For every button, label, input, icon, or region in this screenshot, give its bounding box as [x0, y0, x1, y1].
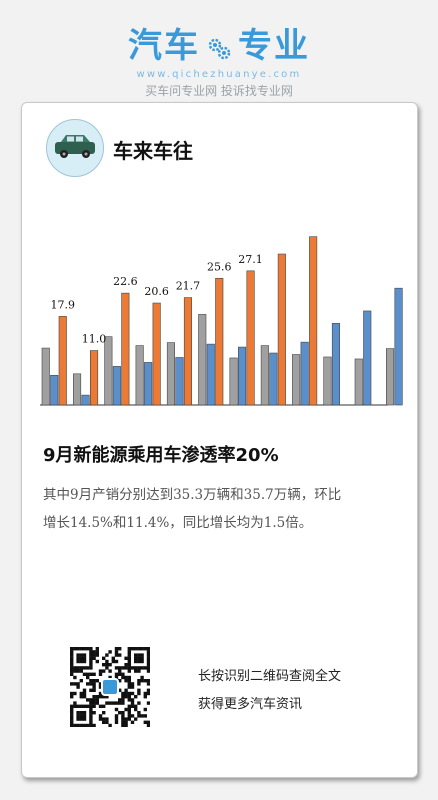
chart-bar: [121, 292, 130, 406]
chart-bar: [354, 358, 363, 406]
brand-name-right: 专业: [238, 26, 310, 66]
chart-bar: [394, 287, 403, 406]
chart-bar: [277, 253, 286, 406]
chart-bar: [72, 373, 82, 406]
chart-bar: [331, 323, 341, 406]
chart-bar: [41, 347, 50, 406]
chart-bar: [144, 362, 153, 406]
chart-bar: [246, 270, 255, 406]
chart-bar: [112, 366, 121, 406]
chart-bar: [58, 316, 67, 406]
data-label: 22.6: [113, 275, 138, 288]
author-name: 车来车往: [113, 139, 193, 163]
avatar: [46, 119, 104, 177]
chart-bar: [183, 297, 192, 406]
gear-icon: [206, 30, 232, 59]
article-card[interactable]: 车来车往 17.9 11.0 22.6 20.6 21.7 25.6 27.1 9月新能源乘…: [21, 102, 418, 778]
chart-bar: [300, 341, 309, 406]
data-label: 20.6: [144, 285, 169, 298]
brand-logo: 汽车 专业: [0, 18, 438, 67]
qr-code[interactable]: [70, 647, 151, 728]
chart-bar: [292, 354, 301, 406]
data-label: 21.7: [176, 280, 201, 293]
chart-bar: [90, 350, 99, 406]
chart-bar: [309, 236, 318, 406]
brand-header: 汽车 专业 www.qichezhuanye.com 买车问专业网 投诉找专业网: [0, 18, 438, 99]
chart-bar: [229, 357, 238, 406]
chart-bar: [104, 336, 113, 406]
car-icon: [55, 135, 95, 158]
chart-bar: [385, 348, 395, 406]
chart-bar: [152, 302, 161, 406]
chart-bar: [269, 352, 278, 406]
qr-caption: 长按识别二维码查阅全文 获得更多汽车资讯: [198, 663, 341, 719]
chart-bar: [166, 342, 175, 406]
chart-bar: [135, 345, 144, 406]
data-label: 11.0: [82, 333, 107, 346]
chart-bar: [175, 357, 184, 406]
chart-bar: [215, 277, 224, 406]
brand-name-left: 汽车: [128, 26, 200, 66]
data-label: 17.9: [51, 298, 76, 311]
chart-bar: [198, 314, 207, 406]
brand-tagline: 买车问专业网 投诉找专业网: [145, 84, 293, 98]
data-label: 25.6: [207, 260, 232, 273]
chart-bar: [363, 310, 372, 406]
chart-bar: [81, 394, 90, 406]
chart-bar: [206, 343, 215, 406]
qr-caption-line-2: 获得更多汽车资讯: [198, 697, 303, 712]
chart-bar: [50, 375, 59, 406]
brand-url: www.qichezhuanye.com: [136, 69, 302, 80]
chart-bar: [323, 356, 332, 406]
data-label: 27.1: [238, 253, 262, 266]
bar-chart: 17.9 11.0 22.6 20.6 21.7 25.6 27.1: [40, 236, 403, 406]
article-headline: 9月新能源乘用车渗透率20%: [43, 445, 279, 466]
chart-bar: [260, 345, 269, 406]
qr-caption-line-1: 长按识别二维码查阅全文: [198, 669, 342, 684]
chart-bar: [238, 346, 247, 406]
article-body: 其中9月产销分别达到35.3万辆和35.7万辆，环比增长14.5%和11.4%，…: [43, 487, 342, 531]
